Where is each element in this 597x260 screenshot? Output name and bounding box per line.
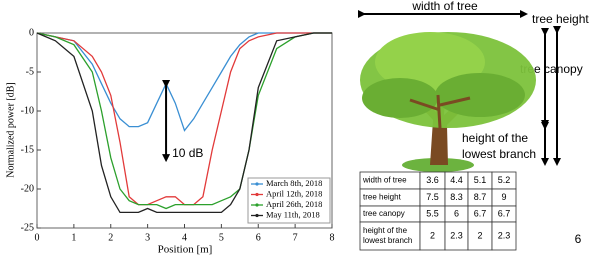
table-value: 2.3 <box>498 230 511 240</box>
x-tick-label: 4 <box>182 232 187 243</box>
width-label: width of tree <box>411 0 478 13</box>
tree-diagram: width of tree tree height tree canopy he… <box>360 0 589 172</box>
x-tick-label: 6 <box>256 232 261 243</box>
canopy <box>435 73 525 117</box>
y-tick-label: -20 <box>21 183 34 194</box>
branch-label: height of the <box>462 131 528 145</box>
table-value: 2 <box>477 230 482 240</box>
text-line: height of the <box>363 226 408 235</box>
legend-label: April 26th, 2018 <box>266 199 322 209</box>
table-value: 8.3 <box>450 192 463 202</box>
height-label: tree height <box>532 12 589 26</box>
x-tick-label: 5 <box>219 232 224 243</box>
table-row-label: tree height <box>363 193 402 202</box>
table-value: 6.7 <box>498 208 511 218</box>
y-tick-label: 0 <box>29 27 34 38</box>
table-value: 5.2 <box>498 175 511 185</box>
branch-label: lowest branch <box>462 147 536 161</box>
annotation: 10 dB <box>172 146 203 160</box>
table: width of tree 3.6 4.4 5.1 5.2 tree height 7.5 8… <box>360 172 516 250</box>
x-axis-label: Position [m] <box>158 244 213 256</box>
page-number: 6 <box>575 232 582 246</box>
y-axis-label: Normalized power [dB] <box>5 82 16 178</box>
legend-marker <box>255 182 258 185</box>
legend-label: March 8th, 2018 <box>266 178 322 188</box>
table-row-label: tree canopy <box>363 209 405 218</box>
page: Position [m] Normalized power [dB] -25 -2… <box>0 0 597 260</box>
x-tick-label: 2 <box>108 232 113 243</box>
legend-label: April 12th, 2018 <box>266 188 322 198</box>
x-tick-label: 3 <box>145 232 150 243</box>
table-value: 5.5 <box>426 208 439 218</box>
table-value: 9 <box>501 192 506 202</box>
x-tick-label: 1 <box>71 232 76 243</box>
chart: Position [m] Normalized power [dB] -25 -2… <box>5 27 334 255</box>
text-line: lowest branch <box>363 236 412 245</box>
table-value: 5.1 <box>474 175 487 185</box>
table-row-label: width of tree <box>362 176 407 185</box>
x-tick-label: 7 <box>293 232 298 243</box>
legend-marker <box>255 193 258 196</box>
y-tick-label: -15 <box>21 144 34 155</box>
legend-label: May 11th, 2018 <box>266 209 320 219</box>
y-tick-label: -10 <box>21 105 34 116</box>
legend-marker <box>255 214 258 217</box>
table-value: 7.5 <box>426 192 439 202</box>
canopy <box>362 78 438 118</box>
table-value: 3.6 <box>426 175 439 185</box>
y-tick-label: -25 <box>21 222 34 233</box>
x-tick-label: 8 <box>330 232 335 243</box>
table-value: 4.4 <box>450 175 463 185</box>
table-value: 2 <box>430 230 435 240</box>
y-tick-label: -5 <box>26 66 34 77</box>
x-tick-label: 0 <box>35 232 40 243</box>
table-value: 8.7 <box>474 192 487 202</box>
table-value: 6.7 <box>474 208 487 218</box>
legend-marker <box>255 203 258 206</box>
table-value: 6 <box>454 208 459 218</box>
table-value: 2.3 <box>450 230 463 240</box>
